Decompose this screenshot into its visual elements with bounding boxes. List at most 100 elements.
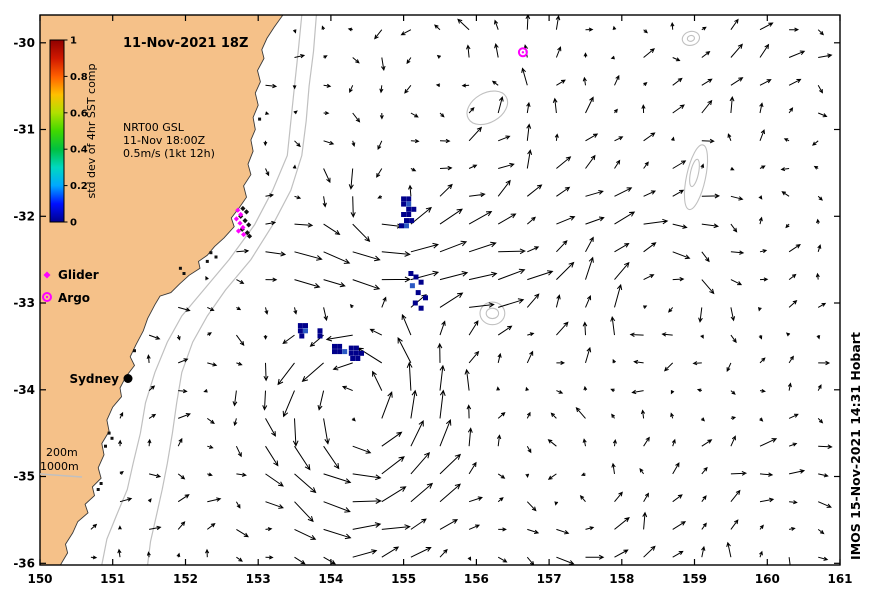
coastal-mark (107, 431, 111, 435)
offshore-contour (689, 158, 700, 188)
x-tick-label: 156 (464, 572, 489, 586)
sst-cell (415, 290, 421, 296)
contour-1000m (147, 15, 317, 565)
bathymetry-contours (101, 15, 709, 565)
sst-cell (342, 349, 348, 355)
mooring-marker (243, 209, 250, 215)
glider-marker (237, 220, 243, 226)
sst-cell (297, 328, 303, 334)
sst-cell (406, 206, 412, 212)
sst-cell (299, 333, 305, 339)
legend: Glider Argo (42, 268, 99, 305)
argo-legend-label: Argo (58, 291, 90, 305)
mooring-marker (242, 218, 248, 224)
coastal-mark (110, 436, 114, 440)
colorbar-tick-label: 0.4 (70, 145, 88, 156)
argo-marker (517, 47, 528, 58)
x-tick-label: 151 (100, 572, 125, 586)
sst-cell (404, 223, 409, 229)
coastal-mark (104, 444, 107, 448)
sst-cell (409, 218, 415, 224)
argo-legend-icon (42, 292, 52, 302)
sst-cell (348, 350, 354, 356)
sst-cell (406, 212, 412, 217)
colorbar-tick-label: 0 (70, 218, 77, 229)
sst-cell (355, 356, 361, 361)
sst-stddev-cells (297, 196, 428, 361)
x-tick-label: 161 (827, 572, 852, 586)
coastal-mark (96, 488, 100, 491)
y-tick-label: -36 (13, 556, 35, 570)
x-tick-label: 159 (682, 572, 707, 586)
x-tick-label: 153 (246, 572, 271, 586)
y-tick-label: -34 (13, 383, 35, 397)
sst-cell (332, 349, 337, 355)
sst-cell (353, 345, 359, 351)
glider-marker (240, 224, 246, 231)
y-tick-label: -35 (13, 470, 35, 484)
credit-text: IMOS 15-Nov-2021 14:31 Hobart (848, 332, 863, 560)
depth-200m-label: 200m (46, 446, 78, 459)
sst-cell (317, 328, 323, 334)
argo-legend-icon-dot (45, 295, 49, 299)
mooring-marker (240, 205, 246, 212)
offshore-contour (466, 90, 509, 126)
x-tick-label: 155 (391, 572, 416, 586)
colorbar-ticks: 0 0.2 0.4 0.6 0.8 1 (64, 36, 88, 229)
plot-border (39, 14, 841, 566)
offshore-contour (683, 144, 709, 211)
sst-cell (423, 295, 428, 301)
vector-scale-note: 0.5m/s (1kt 12h) (123, 147, 215, 160)
sst-cell (408, 271, 414, 276)
sst-cell (317, 333, 323, 339)
sst-cell (413, 274, 419, 280)
info-block: NRT00 GSL 11-Nov 18:00Z 0.5m/s (1kt 12h) (123, 121, 215, 160)
sst-cell (348, 345, 354, 351)
y-tick-label: -33 (13, 296, 35, 310)
sst-cell (353, 350, 359, 356)
offshore-contour (686, 34, 696, 42)
contour-200m (101, 15, 303, 565)
sst-cell (409, 283, 415, 289)
depth-1000m-label: 1000m (40, 460, 79, 473)
depth-contour-sample-line (39, 473, 83, 478)
sst-cell (337, 343, 343, 349)
sst-cell (401, 201, 407, 207)
x-tick-label: 150 (27, 572, 52, 586)
colorbar-label: std dev of 4hr SST comp (85, 63, 98, 198)
x-tick-label: 157 (537, 572, 562, 586)
sst-cell (412, 300, 418, 306)
land-mass (40, 15, 284, 565)
sst-cell (399, 223, 404, 229)
sydney-marker: Sydney (69, 372, 133, 386)
colorbar: 0 0.2 0.4 0.6 0.8 1 std dev of 4hr SST comp (49, 36, 98, 229)
y-tick-label: -30 (13, 36, 35, 50)
coastal-mark (178, 266, 182, 270)
coastal-mark (258, 117, 262, 121)
mooring-marker (246, 233, 253, 239)
x-tick-label: 154 (318, 572, 343, 586)
colorbar-tick-label: 0.2 (70, 181, 88, 192)
city-label: Sydney (69, 372, 119, 386)
glider-marker (233, 216, 239, 222)
offshore-contour (681, 30, 701, 46)
coastal-mark (209, 251, 213, 255)
glider-marker (241, 231, 247, 238)
mooring-marker (246, 222, 252, 228)
sst-cell (303, 328, 308, 334)
glider-legend-icon (43, 271, 51, 279)
glider-marker (235, 207, 241, 213)
sst-cell (350, 356, 356, 361)
current-vector-field (90, 15, 833, 565)
glider-legend-label: Glider (58, 268, 99, 282)
model-time: 11-Nov 18:00Z (123, 134, 206, 147)
sst-cell (418, 279, 424, 285)
glider-marker (238, 211, 244, 218)
page-title: 11-Nov-2021 18Z (123, 36, 248, 51)
x-tick-label: 160 (755, 572, 780, 586)
sst-cell (406, 201, 412, 207)
sst-cell (404, 218, 409, 224)
sst-cell (401, 196, 407, 202)
argo-marker-dot (521, 51, 525, 54)
